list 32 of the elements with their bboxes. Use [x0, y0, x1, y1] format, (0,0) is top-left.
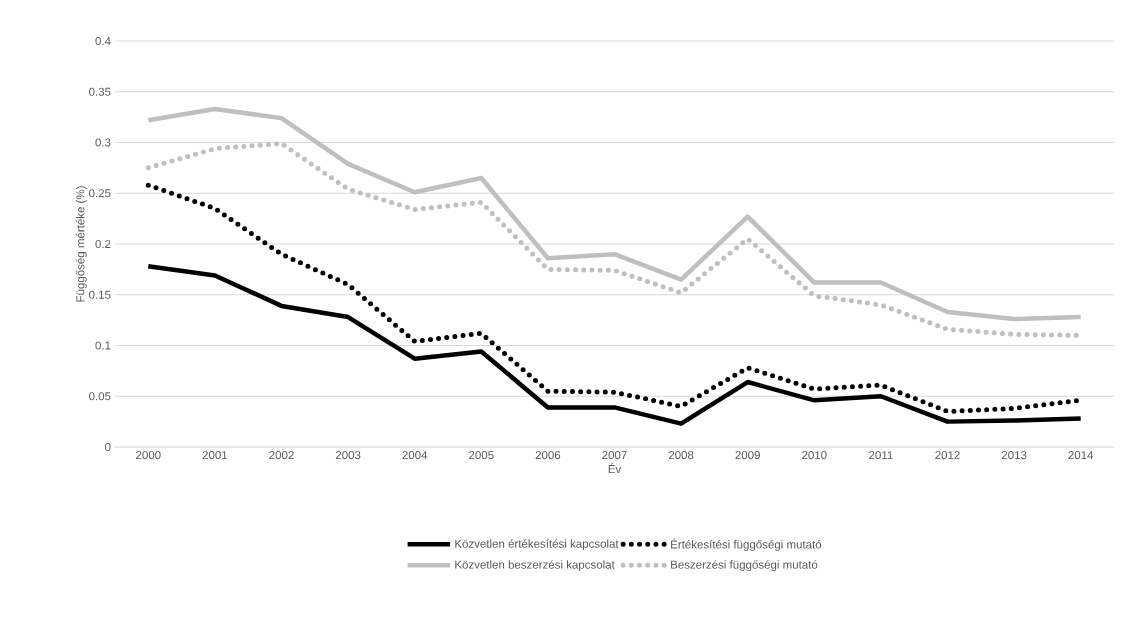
- x-tick-label: 2001: [202, 451, 228, 460]
- y-tick-label: 0.35: [89, 87, 111, 96]
- legend-label: Közvetlen értékesítési kapcsolat: [455, 539, 619, 551]
- x-tick-label: 2011: [869, 451, 893, 460]
- x-tick-label: 2010: [802, 451, 827, 460]
- x-tick-label: 2012: [935, 451, 960, 460]
- x-axis-title: Év: [608, 463, 622, 474]
- x-tick-label: 2000: [136, 451, 161, 460]
- y-tick-label: 0.4: [95, 36, 111, 46]
- y-tick-label: 0: [105, 442, 111, 452]
- x-tick-label: 2004: [402, 451, 428, 460]
- line-series: [146, 106, 1083, 322]
- y-tick-label: 0.1: [95, 341, 111, 350]
- y-axis-title: Függőség mértéke (%): [75, 186, 87, 302]
- legend-label: Értékesítési függőségi mutató: [671, 538, 822, 551]
- x-tick-label: 2009: [735, 451, 760, 460]
- x-tick-label: 2006: [535, 451, 561, 460]
- legend-label: Közvetlen beszerzési kapcsolat: [455, 560, 615, 572]
- x-tick-label: 2005: [469, 451, 494, 460]
- y-tick-label: 0.05: [89, 392, 111, 401]
- legend-label: Beszerzési függőségi mutató: [671, 560, 818, 572]
- x-tick-label: 2007: [602, 451, 627, 460]
- y-tick-label: 0.2: [95, 239, 111, 249]
- y-tick-label: 0.3: [95, 138, 111, 147]
- x-tick-label: 2002: [269, 451, 294, 460]
- x-tick-label: 2008: [668, 451, 694, 460]
- x-tick-label: 2013: [1001, 451, 1027, 460]
- line-series: [146, 264, 1083, 426]
- x-tick-label: 2014: [1068, 451, 1094, 460]
- x-tick-label: 2003: [335, 451, 361, 460]
- y-tick-label: 0.25: [89, 189, 111, 198]
- y-tick-label: 0.15: [89, 290, 111, 299]
